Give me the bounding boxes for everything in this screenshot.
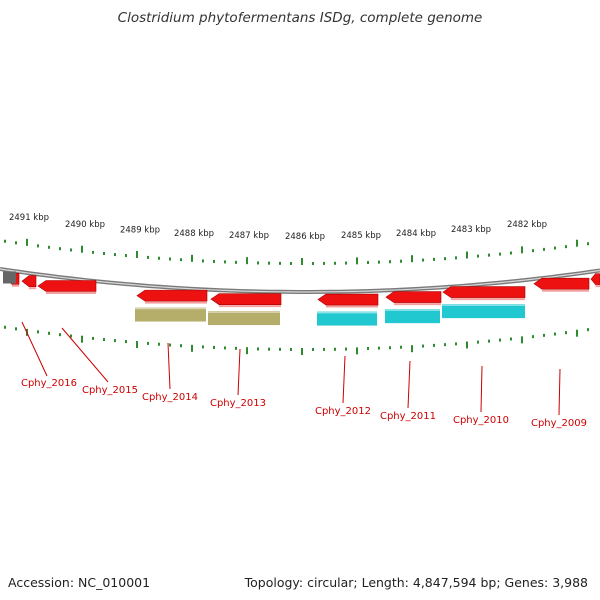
- gene-arrow[interactable]: [21, 275, 37, 287]
- scale-ticks-top: [4, 238, 589, 265]
- scale-label: 2483 kbp: [451, 225, 491, 235]
- gene-arrow[interactable]: [210, 293, 282, 305]
- cds-feature[interactable]: [317, 311, 377, 326]
- scale-label: 2490 kbp: [65, 220, 105, 230]
- gene-arrow[interactable]: [37, 280, 97, 292]
- scale-label: 2487 kbp: [229, 231, 269, 241]
- leader-line: [237, 348, 241, 396]
- cds-feature[interactable]: [385, 309, 440, 324]
- gene-arrow[interactable]: [317, 293, 379, 306]
- cds-feature[interactable]: [208, 311, 280, 326]
- leader-line: [21, 321, 48, 377]
- gene-label[interactable]: Cphy_2016: [21, 378, 77, 389]
- cds-feature[interactable]: [442, 304, 525, 319]
- gene-arrow[interactable]: [136, 289, 208, 302]
- scale-labels: 2491 kbp 2490 kbp 2489 kbp 2488 kbp 2487 kbp…: [9, 213, 547, 242]
- genome-title: Clostridium phytofermentans ISDg, comple…: [117, 10, 483, 26]
- scale-label: 2486 kbp: [285, 232, 325, 242]
- label-leaders: [21, 321, 561, 416]
- gene-block-grey[interactable]: [3, 271, 16, 284]
- gene-labels: Cphy_2016 Cphy_2015 Cphy_2014 Cphy_2013 Cphy…: [21, 378, 587, 429]
- scale-ticks-bottom: [4, 325, 589, 355]
- scale-label: 2484 kbp: [396, 229, 436, 239]
- cds-feature[interactable]: [135, 307, 206, 322]
- scale-label: 2491 kbp: [9, 213, 49, 223]
- leader-line: [480, 365, 483, 413]
- gene-arrow[interactable]: [590, 273, 600, 285]
- gene-label[interactable]: Cphy_2009: [531, 418, 587, 429]
- scale-label: 2489 kbp: [120, 225, 160, 235]
- gene-label[interactable]: Cphy_2013: [210, 398, 266, 409]
- leader-line: [342, 355, 346, 404]
- scale-label: 2488 kbp: [174, 229, 214, 239]
- backbone-highlight: [0, 268, 600, 293]
- cds-track: [135, 304, 525, 326]
- leader-line: [167, 342, 171, 390]
- gene-label[interactable]: Cphy_2012: [315, 406, 371, 417]
- gene-arrow[interactable]: [442, 286, 526, 298]
- genome-summary: Topology: circular; Length: 4,847,594 bp…: [244, 575, 588, 590]
- accession-label: Accession: NC_010001: [8, 575, 151, 590]
- gene-label[interactable]: Cphy_2010: [453, 415, 509, 426]
- scale-label: 2485 kbp: [341, 231, 381, 241]
- gene-arrow[interactable]: [533, 277, 590, 290]
- gene-track: [3, 271, 600, 308]
- gene-label[interactable]: Cphy_2014: [142, 392, 198, 403]
- gene-label[interactable]: Cphy_2011: [380, 411, 436, 422]
- scale-label: 2482 kbp: [507, 220, 547, 230]
- gene-arrow[interactable]: [385, 291, 442, 303]
- leader-line: [61, 327, 109, 383]
- genome-backbone: [0, 267, 600, 294]
- leader-line: [407, 360, 411, 409]
- gene-label[interactable]: Cphy_2015: [82, 385, 138, 396]
- leader-line: [558, 368, 561, 416]
